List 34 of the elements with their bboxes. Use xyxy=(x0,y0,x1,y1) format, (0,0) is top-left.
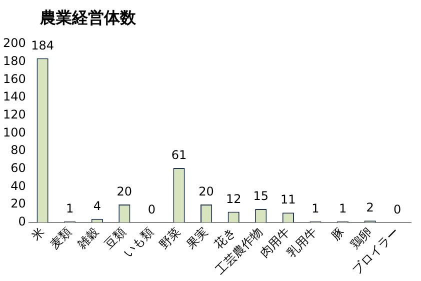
x-tick-label: 鶏卵 xyxy=(348,224,374,252)
y-tick-label: 200 xyxy=(3,36,26,50)
y-tick-label: 120 xyxy=(3,107,26,122)
data-label: 1 xyxy=(312,202,320,216)
y-tick-label: 180 xyxy=(3,54,26,68)
x-tick-label: 野菜 xyxy=(156,224,184,252)
y-tick-label: 100 xyxy=(3,125,26,140)
data-label: 0 xyxy=(148,202,156,217)
data-label: 1 xyxy=(338,202,347,216)
y-tick-label: 0 xyxy=(18,214,26,229)
y-tick-label: 160 xyxy=(3,72,26,86)
y-tick-label: 60 xyxy=(10,161,26,175)
x-tick-label: 豆類 xyxy=(102,224,129,252)
data-label: 11 xyxy=(280,192,296,207)
data-label: 61 xyxy=(171,148,187,162)
x-tick-label: 米 xyxy=(28,224,47,244)
data-label: 0 xyxy=(394,202,402,217)
data-label: 12 xyxy=(226,192,242,206)
chart-title: 農業経営体数 xyxy=(40,8,136,29)
data-label: 15 xyxy=(253,189,269,204)
data-label: 184 xyxy=(31,38,54,52)
x-tick-label: 果実 xyxy=(184,224,211,252)
data-label: 20 xyxy=(116,184,132,199)
y-tick-label: 140 xyxy=(3,90,26,104)
data-label: 4 xyxy=(93,198,101,213)
data-label: 1 xyxy=(66,202,74,216)
y-tick-label: 40 xyxy=(10,178,26,193)
data-label: 20 xyxy=(198,184,214,199)
y-tick-label: 80 xyxy=(10,143,26,158)
x-tick-label: 豚 xyxy=(328,224,348,244)
x-tick-label: 雑穀 xyxy=(74,224,102,252)
x-tick-label: 麦類 xyxy=(47,224,74,252)
y-tick-label: 20 xyxy=(10,196,26,211)
data-label: 2 xyxy=(366,200,374,215)
